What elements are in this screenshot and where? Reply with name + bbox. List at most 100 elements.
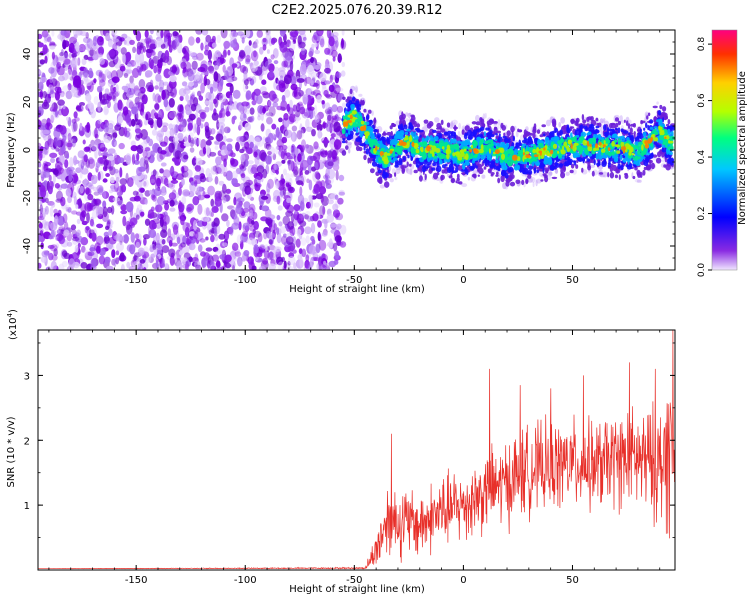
noise-blob [205,91,212,101]
noise-blob [273,60,279,65]
noise-blob [270,169,276,176]
noise-blob [69,36,78,45]
noise-blob [216,34,221,44]
noise-blob [310,222,316,234]
noise-blob [216,224,221,235]
noise-blob [189,51,193,56]
noise-blob [58,235,65,245]
noise-blob [176,261,183,270]
noise-blob [211,42,217,48]
noise-blob [68,52,72,59]
noise-blob [355,86,358,94]
noise-blob [153,112,159,117]
noise-blob [289,41,296,52]
noise-blob [290,213,295,223]
noise-blob [126,99,134,109]
noise-blob [196,52,204,61]
noise-blob [266,116,273,125]
noise-blob [141,94,148,105]
noise-blob [188,243,196,251]
noise-blob [335,170,339,181]
noise-blob [183,136,188,142]
noise-blob [139,259,146,264]
noise-blob [200,42,204,51]
noise-blob [204,100,213,105]
noise-blob [106,265,114,270]
signal-blob [582,119,587,124]
noise-blob [218,249,226,255]
noise-blob [68,47,73,53]
noise-blob [258,265,266,270]
noise-blob [112,132,118,139]
signal-blob [661,147,665,153]
noise-blob [184,85,191,91]
noise-blob [39,59,46,65]
noise-blob [314,162,319,170]
noise-blob [111,129,117,140]
noise-blob [265,30,271,37]
signal-blob [564,157,568,161]
noise-blob [201,216,210,222]
noise-blob [224,165,228,176]
signal-blob [402,165,407,169]
noise-blob [549,171,553,176]
noise-blob [260,123,265,132]
noise-blob [63,252,71,259]
noise-blob [205,145,211,156]
noise-blob [137,91,146,100]
noise-blob [38,42,44,48]
noise-blob [156,38,164,46]
noise-blob [98,150,102,157]
noise-blob [354,85,359,93]
noise-blob [61,260,68,268]
noise-blob [261,91,269,96]
noise-blob [306,215,312,222]
noise-blob [289,99,293,109]
noise-blob [159,79,165,91]
noise-blob [48,252,54,261]
noise-blob [92,159,96,165]
noise-blob [287,245,294,253]
noise-blob [57,215,65,226]
noise-blob [291,125,298,132]
noise-blob [199,175,207,183]
noise-blob [283,60,289,68]
noise-blob [193,175,201,180]
noise-blob [182,222,190,233]
signal-blob [455,180,458,184]
noise-blob [245,90,252,100]
noise-blob [179,250,184,256]
noise-blob [319,205,326,217]
noise-blob [303,36,307,41]
noise-blob [326,213,335,223]
noise-blob [515,130,519,138]
noise-blob [93,198,101,205]
noise-blob [123,39,127,45]
signal-blob [551,176,558,180]
noise-blob [41,219,47,229]
noise-blob [148,229,157,239]
noise-blob [272,229,276,240]
noise-blob [279,42,288,53]
noise-blob [450,120,454,128]
noise-blob [135,145,143,150]
signal-blob [532,128,537,134]
noise-blob [150,194,156,201]
noise-blob [54,80,60,89]
noise-blob [194,180,198,187]
noise-blob [281,144,288,151]
signal-blob [410,114,415,118]
signal-blob [549,133,554,137]
noise-blob [39,230,44,237]
noise-blob [188,36,195,46]
noise-blob [306,178,310,184]
signal-blob [349,88,353,95]
noise-blob [231,177,238,186]
noise-blob [538,172,545,177]
noise-blob [148,189,153,195]
noise-blob [283,260,287,269]
signal-blob [570,126,575,129]
noise-blob [53,248,58,257]
noise-blob [39,212,43,219]
noise-blob [239,135,247,142]
